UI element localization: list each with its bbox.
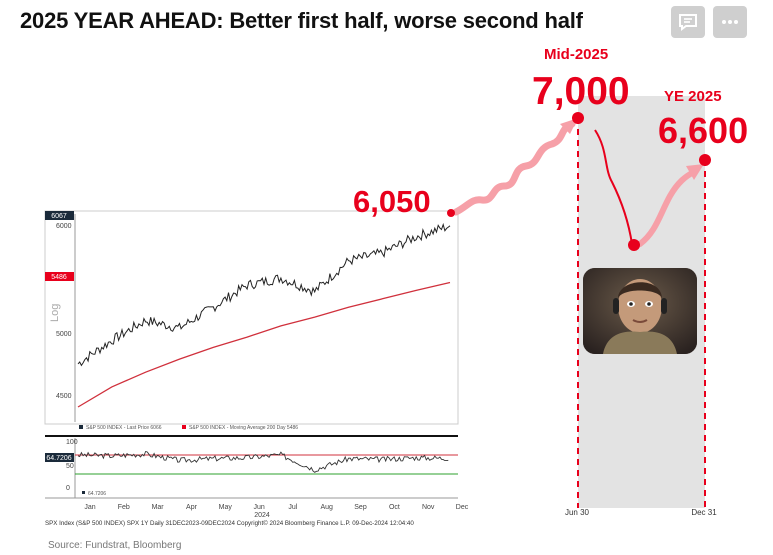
x-tick-mar: Mar bbox=[152, 504, 165, 511]
rsi-tick-50: 50 bbox=[66, 463, 74, 470]
x-tick-feb: Feb bbox=[118, 504, 130, 511]
ma-tag-box bbox=[45, 272, 74, 281]
legend-ma-swatch bbox=[182, 425, 186, 429]
x-tick-oct: Oct bbox=[389, 504, 400, 511]
rsi-small-label: 64.7206 bbox=[88, 491, 106, 497]
rsi-tick-100: 100 bbox=[66, 439, 78, 446]
rsi-tick-0: 0 bbox=[66, 485, 70, 492]
x-tick-jul: Jul bbox=[288, 504, 297, 511]
x-tick-dec: Dec bbox=[456, 504, 469, 511]
price-panel bbox=[44, 210, 459, 425]
uptrend-arrow bbox=[452, 120, 576, 216]
rsi-tag-box bbox=[45, 453, 74, 462]
ye-2025-label: YE 2025 bbox=[664, 88, 722, 105]
x-tick-jun: Jun bbox=[253, 504, 264, 511]
price-tag-box bbox=[45, 211, 74, 220]
rsi-line bbox=[77, 450, 449, 473]
series-ma200-line bbox=[77, 281, 451, 408]
decline-curve bbox=[594, 129, 633, 245]
ye-2025-value: 6,600 bbox=[658, 110, 748, 151]
x-year-label: 2024 bbox=[254, 512, 270, 519]
jun30-label: Jun 30 bbox=[565, 508, 590, 517]
trough-point bbox=[628, 239, 640, 251]
mid-2025-value: 7,000 bbox=[532, 70, 630, 113]
comment-icon bbox=[679, 14, 697, 31]
legend-price: S&P 500 INDEX - Last Price 6066 bbox=[86, 425, 162, 431]
ma-tag: 5486 bbox=[51, 274, 67, 281]
ytick-4500: 4500 bbox=[56, 393, 72, 400]
legend-price-swatch bbox=[79, 425, 83, 429]
footer-text: SPX Index (S&P 500 INDEX) SPX 1Y Daily 3… bbox=[45, 520, 414, 527]
recovery-arrow-head bbox=[686, 164, 704, 180]
x-tick-nov: Nov bbox=[422, 504, 435, 511]
ye-2025-point bbox=[699, 154, 711, 166]
legend-ma: S&P 500 INDEX - Moving Average 200 Day 5… bbox=[189, 425, 298, 431]
x-tick-sep: Sep bbox=[354, 504, 367, 511]
current-value-label: 6,050 bbox=[353, 184, 431, 219]
ytick-5000: 5000 bbox=[56, 331, 72, 338]
pilot-photo bbox=[583, 268, 697, 354]
price-tag: 6067 bbox=[51, 213, 67, 220]
dec31-label: Dec 31 bbox=[691, 508, 717, 517]
ytick-6000: 6000 bbox=[56, 223, 72, 230]
more-dots-icon bbox=[722, 20, 738, 24]
uptrend-arrow-head bbox=[560, 118, 578, 134]
comment-button[interactable] bbox=[671, 6, 705, 38]
rsi-small-swatch bbox=[82, 491, 85, 494]
x-tick-labels: Jan Feb Mar Apr May Jun Jul Aug Sep Oct Nov Dec bbox=[84, 504, 468, 511]
x-tick-jan: Jan bbox=[84, 504, 95, 511]
rsi-tag: 64.7206 bbox=[46, 455, 71, 462]
mid-2025-label: Mid-2025 bbox=[544, 46, 608, 63]
x-tick-may: May bbox=[219, 504, 233, 511]
recovery-arrow bbox=[637, 169, 697, 247]
current-point bbox=[447, 209, 455, 217]
x-tick-aug: Aug bbox=[320, 504, 333, 511]
source-note: Source: Fundstrat, Bloomberg bbox=[48, 540, 182, 551]
page-title: 2025 YEAR AHEAD: Better first half, wors… bbox=[20, 8, 583, 33]
x-tick-apr: Apr bbox=[186, 504, 198, 511]
more-button[interactable] bbox=[713, 6, 747, 38]
y-axis-label: Log bbox=[49, 304, 61, 322]
mid-2025-point bbox=[572, 112, 584, 124]
series-price-line bbox=[77, 222, 451, 367]
